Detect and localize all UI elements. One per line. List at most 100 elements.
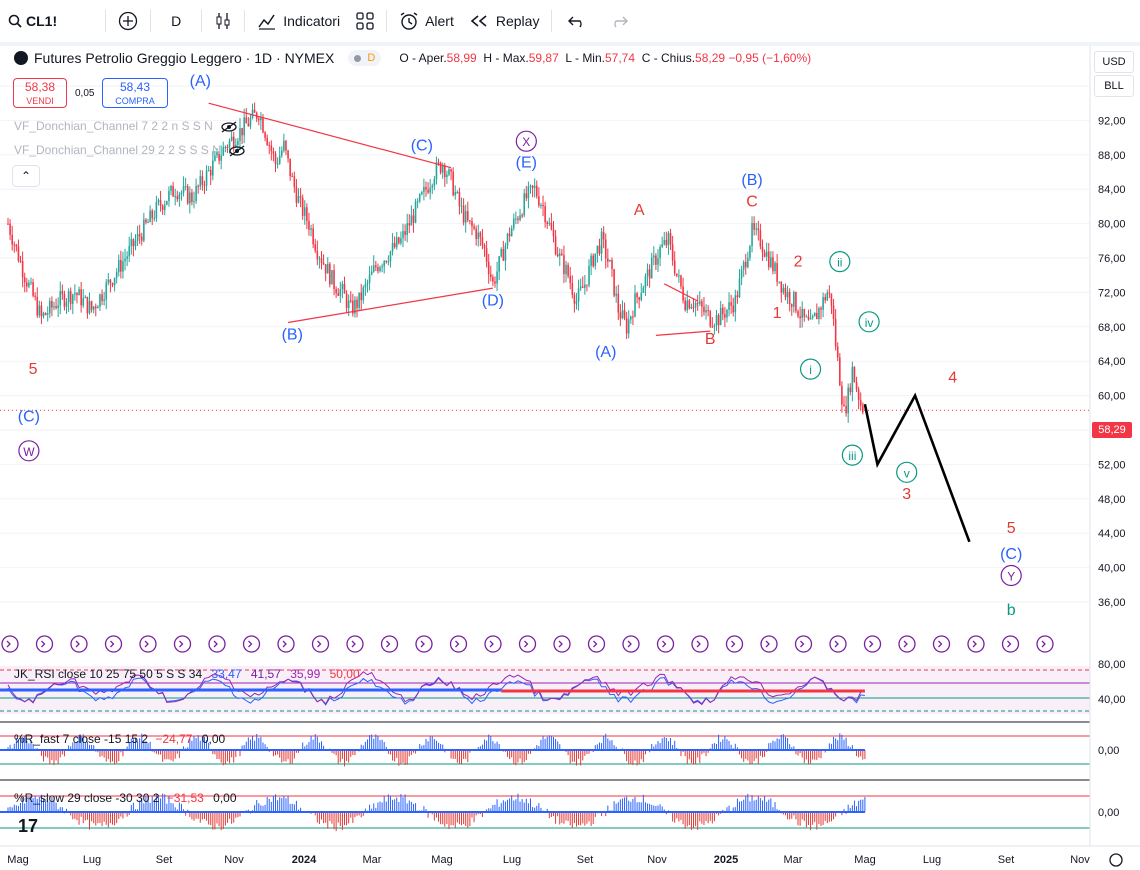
currency-selector[interactable]: USD bbox=[1094, 51, 1134, 73]
candle-body bbox=[619, 312, 622, 319]
candle-body bbox=[262, 117, 264, 133]
candle-body bbox=[832, 305, 835, 319]
candle-body bbox=[673, 260, 676, 274]
event-markers[interactable] bbox=[1, 635, 1054, 653]
candle-body bbox=[772, 257, 774, 272]
candle-body bbox=[186, 186, 189, 204]
candle-body bbox=[412, 215, 415, 223]
candle-body bbox=[105, 282, 108, 300]
indicator-donchian-29[interactable]: VF_Donchian_Channel 29 2 2 S S S N bbox=[14, 143, 246, 157]
event-arrow bbox=[869, 640, 874, 648]
rsi-value-1: 33,47 bbox=[211, 667, 242, 681]
candle-body bbox=[437, 162, 440, 164]
symbol-search[interactable]: CL1! bbox=[0, 0, 65, 42]
time-tick-label: Nov bbox=[224, 854, 244, 866]
candle-body bbox=[189, 192, 191, 204]
candle-body bbox=[21, 261, 24, 278]
chart-canvas[interactable]: (A)5(C)W(B)(C) X(E)(D)(A)AB(B)C21iiiviiii… bbox=[0, 46, 1140, 870]
candle-body bbox=[197, 185, 199, 187]
candle-body bbox=[734, 295, 737, 313]
candle-body bbox=[212, 160, 214, 176]
candle-body bbox=[203, 184, 206, 186]
divider bbox=[105, 10, 107, 32]
market-status-badge[interactable]: D bbox=[348, 50, 382, 66]
candle-body bbox=[143, 219, 145, 241]
candle-body bbox=[786, 291, 789, 298]
redo-button[interactable] bbox=[598, 0, 640, 42]
candle-body bbox=[448, 169, 450, 175]
candle-body bbox=[782, 287, 785, 293]
candle-body bbox=[784, 287, 787, 298]
price-tick-label: 68,00 bbox=[1098, 322, 1126, 334]
indicators-button[interactable]: Indicatori bbox=[249, 0, 348, 42]
trendlines[interactable] bbox=[208, 102, 711, 336]
candle-body bbox=[494, 281, 496, 284]
candle-body bbox=[402, 231, 404, 239]
candle-body bbox=[617, 293, 620, 313]
rsi-legend[interactable]: JK_RSI close 10 25 75 50 5 S S 34 33,47 … bbox=[14, 667, 360, 681]
candle-body bbox=[738, 278, 741, 298]
candle-body bbox=[755, 228, 758, 230]
candle-body bbox=[180, 192, 183, 195]
candle-body bbox=[696, 302, 699, 304]
sell-button[interactable]: 58,38 VENDI bbox=[13, 78, 67, 108]
candle-body bbox=[571, 283, 574, 295]
wave-label: ii bbox=[837, 256, 842, 270]
candle-body bbox=[648, 269, 651, 279]
candle-body bbox=[759, 230, 762, 247]
candle-body bbox=[15, 244, 18, 247]
time-tick-label: Mag bbox=[431, 854, 452, 866]
wr-slow-legend[interactable]: %R_slow 29 close -30 30 2 −31,53 0,00 bbox=[14, 791, 237, 805]
price-tick-label: 40,00 bbox=[1098, 563, 1126, 575]
candle-body bbox=[799, 316, 801, 319]
candle-body bbox=[839, 357, 841, 386]
wave-labels[interactable]: (A)5(C)W(B)(C) X(E)(D)(A)AB(B)C21iiiviiii… bbox=[18, 73, 1023, 619]
collapse-indicators-button[interactable]: ⌃ bbox=[12, 165, 40, 187]
candle-body bbox=[82, 297, 85, 306]
forecast-path[interactable] bbox=[863, 392, 971, 543]
compare-button[interactable] bbox=[110, 0, 146, 42]
candle-body bbox=[331, 270, 333, 285]
candle-body bbox=[859, 399, 862, 406]
search-icon bbox=[8, 14, 22, 28]
chart-type-button[interactable] bbox=[206, 0, 240, 42]
event-arrow bbox=[903, 640, 908, 648]
candle-body bbox=[512, 218, 515, 229]
templates-button[interactable] bbox=[348, 0, 382, 42]
candle-body bbox=[370, 271, 373, 275]
candle-body bbox=[53, 306, 55, 308]
wave-label: 1 bbox=[773, 305, 782, 322]
wave-circle bbox=[896, 461, 918, 483]
undo-button[interactable] bbox=[556, 0, 598, 42]
eye-crossed-icon[interactable] bbox=[220, 121, 238, 133]
interval-button[interactable]: D bbox=[171, 13, 182, 29]
price-candles bbox=[7, 102, 864, 423]
divider bbox=[244, 10, 246, 32]
candle-body bbox=[115, 272, 118, 278]
candle-body bbox=[751, 223, 753, 247]
candle-body bbox=[46, 313, 49, 315]
unit-label: BLL bbox=[1104, 80, 1124, 92]
candle-body bbox=[26, 282, 28, 287]
wr-fast-legend[interactable]: %R_fast 7 close -15 15 2 −24,77 0,00 bbox=[14, 732, 225, 746]
candle-body bbox=[199, 176, 202, 187]
wave-circle bbox=[841, 444, 863, 466]
forecast-line bbox=[863, 392, 971, 543]
candle-body bbox=[732, 305, 735, 313]
wave-label: (C) bbox=[411, 138, 433, 155]
alert-button[interactable]: Alert bbox=[391, 0, 462, 42]
candle-body bbox=[59, 291, 62, 306]
replay-button[interactable]: Replay bbox=[462, 0, 548, 42]
unit-selector[interactable]: BLL bbox=[1094, 75, 1134, 97]
candle-body bbox=[519, 215, 521, 221]
low-label: L - Min. bbox=[565, 51, 605, 65]
event-arrow bbox=[1041, 640, 1046, 648]
candle-body bbox=[9, 223, 11, 235]
event-arrow bbox=[627, 640, 632, 648]
candle-body bbox=[404, 231, 406, 235]
eye-crossed-icon[interactable] bbox=[228, 145, 246, 157]
candle-body bbox=[801, 308, 803, 319]
buy-button[interactable]: 58,43 COMPRA bbox=[102, 78, 168, 108]
candle-body bbox=[701, 301, 703, 307]
indicator-donchian-7[interactable]: VF_Donchian_Channel 7 2 2 n S S N bbox=[14, 119, 238, 133]
